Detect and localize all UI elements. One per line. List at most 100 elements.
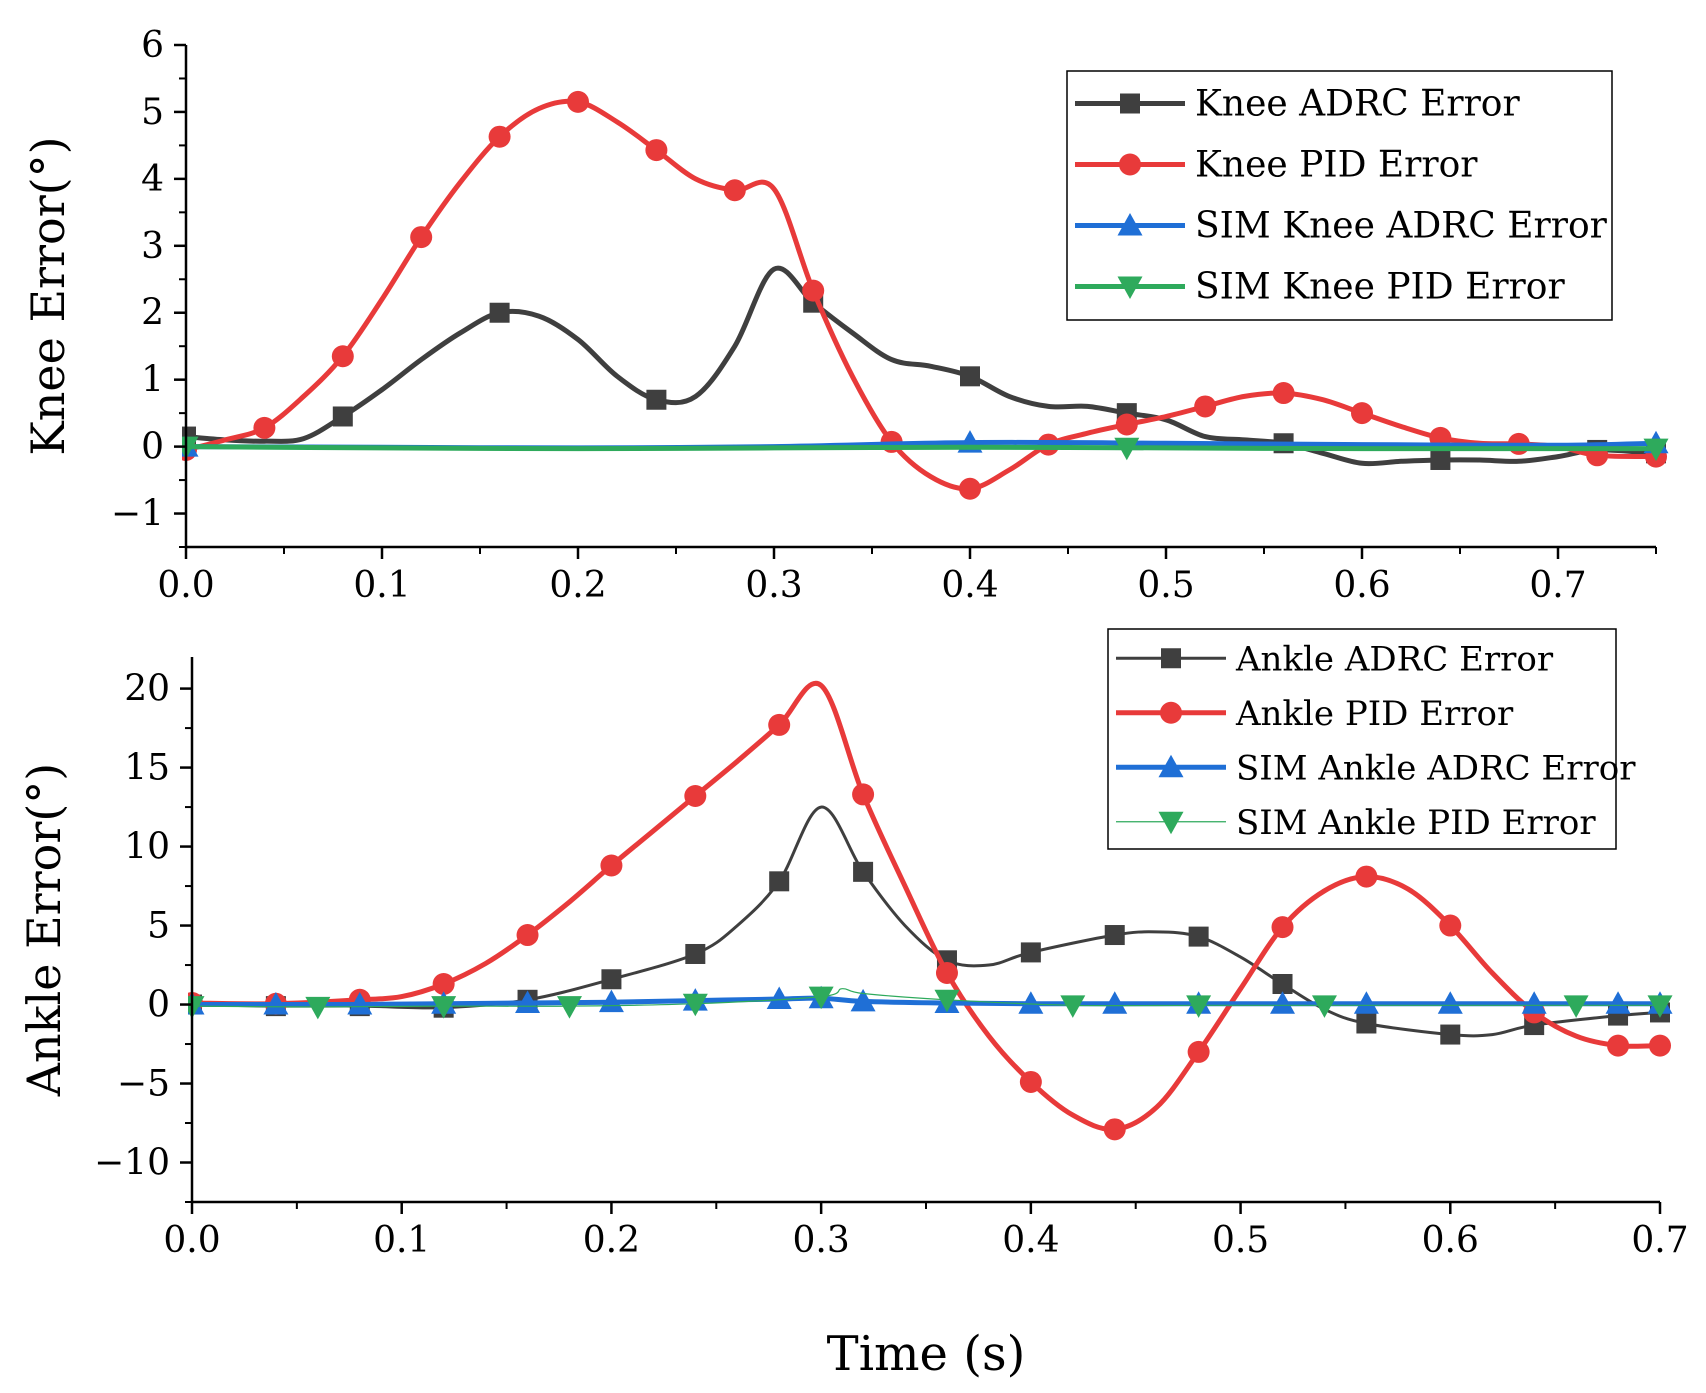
y-axis-title: Ankle Error(°) [17,763,71,1097]
data-point-marker [1271,916,1294,939]
data-point-marker [1605,991,1631,1014]
data-point-marker [1120,93,1140,114]
x-tick-label: 0.2 [583,1220,640,1261]
data-point-marker [331,345,354,368]
y-tick-label: 1 [141,360,164,401]
legend-label: SIM Knee PID Error [1195,267,1565,308]
knee-error-panel: 0.0 0.1 0.2 0.3 0.4 0.5 0.6 0.7 −1 0 1 2 3 4 5 6 Knee Er… [21,25,1669,606]
data-point-marker [598,989,624,1013]
y-tick-label: 20 [124,669,170,710]
data-point-marker [1272,382,1295,405]
data-point-marker [516,924,539,947]
y-tick-label: 3 [141,226,164,267]
data-point-marker [685,943,706,964]
legend-box [1107,628,1617,850]
data-point-marker [556,996,582,1019]
data-point-marker [1356,1013,1377,1034]
data-point-marker [1188,926,1209,947]
legend-label: SIM Ankle ADRC Error [1236,748,1636,788]
data-point-marker [1019,1070,1042,1093]
data-point-marker [305,996,331,1020]
data-point-marker [802,279,825,302]
data-point-marker [646,389,667,410]
data-point-marker [935,961,958,984]
y-axis-title: Knee Error(°) [21,136,75,455]
data-point-marker [1607,1034,1630,1057]
data-point-marker [684,785,707,808]
data-point-marker [1437,991,1463,1014]
data-point-marker [852,783,875,806]
data-point-marker [253,416,276,439]
legend-label: SIM Ankle PID Error [1236,803,1596,843]
x-tick-label: 0.4 [1002,1220,1059,1261]
legend-label: Knee PID Error [1195,145,1478,186]
data-point-marker [1272,974,1293,994]
legend-label: SIM Knee ADRC Error [1195,206,1608,247]
data-point-marker [1439,914,1462,937]
data-point-marker [1351,402,1373,425]
data-point-marker [1440,1024,1461,1045]
data-point-marker [1649,1034,1671,1057]
data-point-marker [1186,995,1212,1018]
data-point-marker [432,973,455,995]
y-tick-label: 4 [141,159,164,200]
series-line-4 [183,444,1659,452]
data-point-marker [850,988,876,1012]
data-point-marker [1521,991,1547,1014]
data-point-marker [1103,1118,1126,1141]
data-point-marker [431,996,457,1019]
data-point-marker [263,992,289,1015]
data-point-marker [1187,1040,1210,1063]
data-point-marker [1115,413,1138,436]
data-point-marker [488,125,511,148]
data-point-marker [567,90,589,113]
y-tick-label: 0 [147,985,170,1026]
x-tick-label: 0.6 [1422,1220,1479,1261]
data-point-marker [1430,449,1451,470]
x-tick-label: 0.5 [1212,1220,1269,1261]
y-tick-label: −1 [111,494,164,535]
data-point-marker [723,179,746,202]
x-tick-label: 0.3 [793,1220,850,1261]
data-point-marker [1194,395,1217,418]
data-point-marker [934,989,960,1013]
x-tick-label: 0.3 [745,565,802,606]
y-tick-label: −10 [94,1143,170,1184]
x-tick-label: 0.5 [1137,565,1194,606]
x-tick-label: 0.2 [549,565,606,606]
series-line-1 [183,265,1659,467]
data-point-marker [769,871,790,892]
data-point-marker [1270,991,1296,1014]
data-point-marker [489,302,510,323]
data-point-marker [515,990,541,1013]
data-point-marker [645,139,668,162]
data-point-marker [768,713,791,736]
data-point-marker [808,986,834,1010]
data-point-marker [1102,991,1128,1014]
data-point-marker [1647,995,1673,1018]
x-tick-label: 0.7 [1631,1220,1688,1261]
data-point-marker [1104,925,1125,946]
legend-label: Ankle ADRC Error [1235,639,1554,679]
data-point-marker [1311,995,1337,1018]
y-tick-label: 0 [141,427,164,468]
y-tick-label: 5 [141,92,164,133]
data-point-marker [682,993,708,1017]
x-axis-title: Time (s) [827,1326,1026,1382]
data-point-marker [600,854,623,877]
y-tick-label: 5 [147,906,170,947]
data-point-marker [1119,153,1141,176]
data-point-marker [959,477,981,500]
x-tick-label: 0.0 [163,1220,220,1261]
series-layer [182,90,1669,500]
data-point-marker [1020,942,1041,963]
x-tick-label: 0.1 [353,565,410,606]
data-point-marker [960,366,980,387]
x-tick-label: 0.1 [373,1220,430,1261]
data-point-marker [347,992,373,1015]
y-tick-label: 10 [124,827,170,868]
legend-label: Ankle PID Error [1235,694,1514,734]
data-point-marker [601,969,622,990]
x-tick-label: 0.0 [157,565,214,606]
data-point-marker [766,986,792,1010]
